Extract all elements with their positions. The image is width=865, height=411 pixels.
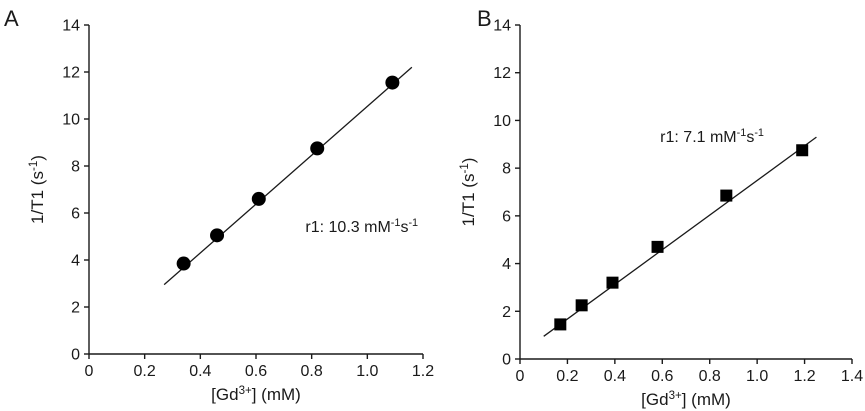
y-axis-label: 1/T1 (s-1) [28, 155, 47, 224]
x-tick-label: 0.8 [699, 368, 721, 385]
data-point [176, 256, 191, 271]
x-axis-label: [Gd3+] (mM) [211, 385, 301, 404]
y-tick-label: 0 [502, 352, 511, 369]
x-tick-label: 0.6 [651, 368, 673, 385]
panel-b: B 0 0.2 0.4 0.6 0.8 1.0 1.2 1.4 0 2 4 6 8 10 12 14 [Gd3+]… [459, 6, 863, 409]
data-point [554, 318, 567, 331]
y-tick-label: 8 [71, 159, 80, 176]
y-tick-label: 4 [71, 253, 80, 270]
data-point [310, 141, 325, 156]
y-tick-label: 4 [502, 256, 511, 273]
x-tick-label: 0.2 [556, 368, 578, 385]
slope-annotation: r1: 10.3 mM-1s-1 [305, 217, 418, 236]
y-tick-label: 6 [71, 206, 80, 223]
x-tick-label: 0 [516, 368, 525, 385]
y-tick-label: 6 [502, 208, 511, 225]
x-tick-label: 0.4 [604, 368, 626, 385]
x-tick-label: 0.6 [245, 363, 267, 380]
data-point [796, 144, 809, 157]
x-axis-label: [Gd3+] (mM) [641, 390, 731, 409]
panel-label: B [477, 6, 492, 31]
data-point [651, 240, 664, 253]
y-tick-label: 10 [493, 113, 511, 130]
data-point [575, 299, 588, 312]
x-tick-label: 1.4 [841, 368, 863, 385]
y-tick-label: 14 [493, 18, 511, 35]
panel-label: A [4, 6, 19, 31]
fit-line [163, 66, 413, 286]
x-tick-label: 1.0 [746, 368, 768, 385]
x-tick-label: 0.8 [301, 363, 323, 380]
x-tick-label: 0.2 [134, 363, 156, 380]
x-tick-label: 0.4 [189, 363, 211, 380]
data-point [251, 191, 266, 206]
x-tick-label: 1.0 [356, 363, 378, 380]
data-point [210, 228, 225, 243]
y-tick-label: 8 [502, 161, 511, 178]
slope-annotation: r1: 7.1 mM-1s-1 [660, 127, 764, 146]
fit-line [543, 136, 817, 337]
y-tick-label: 12 [493, 65, 511, 82]
y-tick-label: 2 [502, 304, 511, 321]
y-tick-label: 2 [71, 300, 80, 317]
y-tick-label: 14 [62, 18, 80, 35]
y-tick-label: 0 [71, 347, 80, 364]
data-point [606, 276, 619, 289]
panel-a: A 0 0.2 0.4 0.6 0.8 1.0 1.2 0 2 4 6 8 10 12 14 [Gd3+] (m… [4, 6, 434, 404]
data-point [720, 189, 733, 202]
x-tick-label: 1.2 [412, 363, 434, 380]
x-tick-label: 1.2 [793, 368, 815, 385]
y-axis-label: 1/T1 (s-1) [459, 158, 478, 227]
data-point [385, 75, 400, 90]
y-tick-label: 12 [62, 65, 80, 82]
y-tick-label: 10 [62, 112, 80, 129]
x-tick-label: 0 [85, 363, 94, 380]
